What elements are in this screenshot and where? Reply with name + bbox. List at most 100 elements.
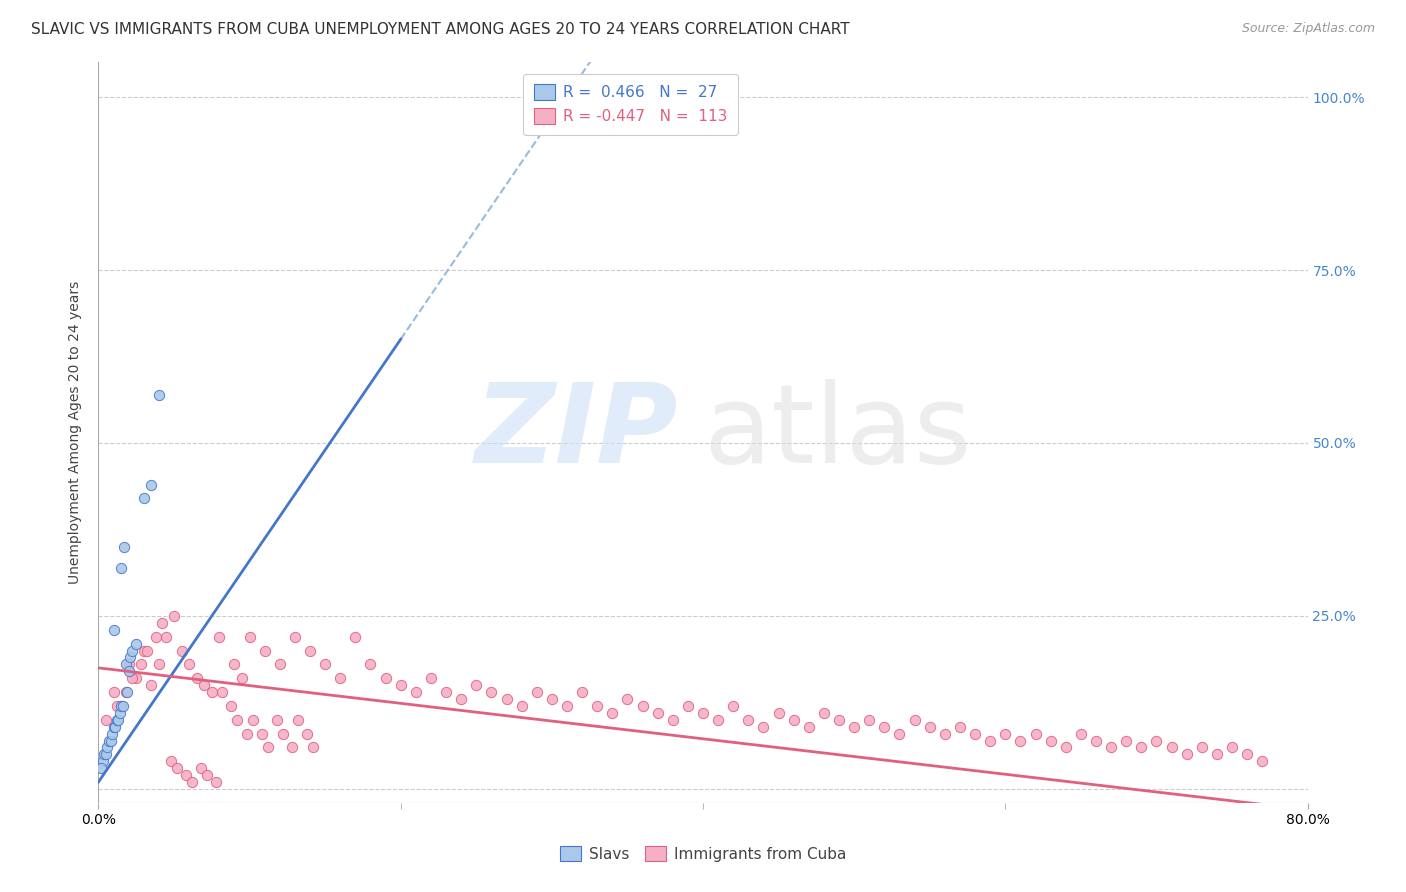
Point [110, 560, 132, 574]
Point [125, 637, 148, 651]
Point [540, 692, 562, 706]
Point [1099, 740, 1122, 755]
Point [205, 775, 228, 789]
Point [1039, 733, 1062, 747]
Point [118, 665, 141, 679]
Point [602, 706, 624, 720]
Point [389, 678, 412, 692]
Point [616, 692, 638, 706]
Point [676, 698, 699, 713]
Point [94, 713, 117, 727]
Point [166, 761, 188, 775]
Point [287, 713, 309, 727]
Point [1115, 733, 1137, 747]
Point [211, 685, 233, 699]
Point [949, 720, 972, 734]
Point [132, 491, 155, 506]
Point [226, 713, 249, 727]
Point [420, 671, 443, 685]
Point [121, 643, 143, 657]
Point [1236, 747, 1258, 762]
Point [266, 713, 288, 727]
Point [96, 740, 118, 755]
Point [110, 698, 132, 713]
Point [661, 713, 683, 727]
Point [170, 643, 193, 657]
Point [125, 671, 148, 685]
Point [181, 775, 204, 789]
Point [107, 713, 129, 727]
Point [752, 720, 775, 734]
Point [873, 720, 896, 734]
Point [1070, 726, 1092, 740]
Point [174, 768, 197, 782]
Point [91, 754, 114, 768]
Point [1144, 733, 1167, 747]
Point [103, 623, 125, 637]
Point [1220, 740, 1243, 755]
Point [994, 726, 1017, 740]
Point [360, 657, 382, 672]
Point [904, 713, 927, 727]
Point [105, 698, 128, 713]
Point [94, 747, 117, 762]
Point [1010, 733, 1032, 747]
Point [110, 698, 132, 713]
Point [271, 726, 294, 740]
Point [108, 706, 131, 720]
Point [103, 685, 125, 699]
Point [253, 643, 276, 657]
Point [828, 713, 851, 727]
Point [844, 720, 866, 734]
Point [160, 754, 183, 768]
Point [120, 650, 142, 665]
Point [148, 387, 170, 401]
Point [98, 733, 121, 747]
Point [250, 726, 273, 740]
Point [208, 630, 231, 644]
Point [132, 643, 155, 657]
Point [118, 657, 141, 672]
Point [195, 768, 218, 782]
Legend: Slavs, Immigrants from Cuba: Slavs, Immigrants from Cuba [553, 838, 853, 869]
Point [150, 615, 173, 630]
Point [129, 657, 152, 672]
Point [1160, 740, 1182, 755]
Point [231, 671, 253, 685]
Point [329, 671, 352, 685]
Point [374, 671, 396, 685]
Point [163, 609, 186, 624]
Point [1054, 740, 1077, 755]
Point [555, 698, 578, 713]
Point [148, 657, 170, 672]
Point [707, 713, 730, 727]
Point [190, 761, 212, 775]
Point [239, 630, 262, 644]
Point [112, 540, 135, 554]
Point [93, 747, 115, 762]
Point [121, 671, 143, 685]
Point [918, 720, 941, 734]
Point [221, 698, 243, 713]
Point [235, 726, 257, 740]
Point [1024, 726, 1046, 740]
Point [284, 630, 307, 644]
Point [571, 685, 593, 699]
Point [314, 657, 336, 672]
Point [103, 720, 125, 734]
Point [281, 740, 304, 755]
Point [302, 740, 325, 755]
Point [141, 477, 163, 491]
Point [1191, 740, 1213, 755]
Point [813, 706, 835, 720]
Point [201, 685, 224, 699]
Point [100, 733, 122, 747]
Point [114, 685, 136, 699]
Point [111, 698, 134, 713]
Point [768, 706, 790, 720]
Point [481, 685, 503, 699]
Point [344, 630, 367, 644]
Point [723, 698, 745, 713]
Point [105, 713, 128, 727]
Point [510, 698, 533, 713]
